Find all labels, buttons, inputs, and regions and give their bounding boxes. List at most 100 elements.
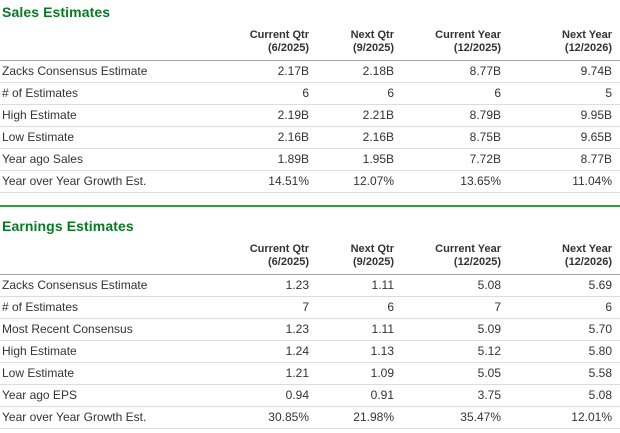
sales-estimates-table: Current Qtr (6/2025) Next Qtr (9/2025) C… bbox=[0, 29, 620, 193]
column-header-line1: Next Qtr bbox=[350, 29, 394, 41]
column-header-line2: (9/2025) bbox=[353, 256, 394, 268]
cell-value: 5 bbox=[509, 82, 620, 105]
column-header-line2: (6/2025) bbox=[268, 256, 309, 268]
cell-value: 1.23 bbox=[222, 274, 317, 297]
table-row: Year over Year Growth Est. 14.51% 12.07%… bbox=[0, 170, 620, 193]
row-label: Zacks Consensus Estimate bbox=[0, 274, 222, 297]
earnings-section-title: Earnings Estimates bbox=[2, 218, 134, 234]
column-header-next-qtr: Next Qtr (9/2025) bbox=[317, 29, 402, 61]
cell-value: 0.91 bbox=[317, 384, 402, 407]
table-row: Most Recent Consensus 1.23 1.11 5.09 5.7… bbox=[0, 318, 620, 341]
cell-value: 1.13 bbox=[317, 340, 402, 363]
cell-value: 30.85% bbox=[222, 406, 317, 429]
cell-value: 5.12 bbox=[402, 340, 509, 363]
cell-value: 1.09 bbox=[317, 362, 402, 385]
earnings-estimates-table: Current Qtr (6/2025) Next Qtr (9/2025) C… bbox=[0, 243, 620, 429]
sales-estimates-section: Sales Estimates Current Qtr (6/2025) Nex… bbox=[0, 4, 620, 193]
table-row: Zacks Consensus Estimate 2.17B 2.18B 8.7… bbox=[0, 60, 620, 83]
row-label: # of Estimates bbox=[0, 82, 222, 105]
column-header-line2: (9/2025) bbox=[353, 42, 394, 54]
cell-value: 12.01% bbox=[509, 406, 620, 429]
cell-value: 9.74B bbox=[509, 60, 620, 83]
column-header-line2: (12/2026) bbox=[564, 42, 612, 54]
table-row: # of Estimates 7 6 7 6 bbox=[0, 296, 620, 319]
cell-value: 0.94 bbox=[222, 384, 317, 407]
cell-value: 2.16B bbox=[317, 126, 402, 149]
column-header-line1: Current Qtr bbox=[249, 29, 309, 41]
empty-header-cell bbox=[0, 243, 222, 275]
row-label: Year over Year Growth Est. bbox=[0, 170, 222, 193]
table-row: Zacks Consensus Estimate 1.23 1.11 5.08 … bbox=[0, 274, 620, 297]
column-header-line2: (6/2025) bbox=[268, 42, 309, 54]
sales-section-title: Sales Estimates bbox=[2, 4, 111, 20]
cell-value: 6 bbox=[317, 82, 402, 105]
cell-value: 8.75B bbox=[402, 126, 509, 149]
cell-value: 2.19B bbox=[222, 104, 317, 127]
column-header-line1: Next Qtr bbox=[350, 243, 394, 255]
row-label: Year over Year Growth Est. bbox=[0, 406, 222, 429]
column-header-next-year: Next Year (12/2026) bbox=[509, 29, 620, 61]
row-label: Low Estimate bbox=[0, 126, 222, 149]
cell-value: 7 bbox=[402, 296, 509, 319]
column-header-line2: (12/2026) bbox=[564, 256, 612, 268]
column-header-line2: (12/2025) bbox=[453, 42, 501, 54]
column-header-line1: Next Year bbox=[562, 29, 612, 41]
sales-header-row: Current Qtr (6/2025) Next Qtr (9/2025) C… bbox=[0, 29, 620, 61]
cell-value: 6 bbox=[509, 296, 620, 319]
cell-value: 7.72B bbox=[402, 148, 509, 171]
row-label: High Estimate bbox=[0, 104, 222, 127]
column-header-current-qtr: Current Qtr (6/2025) bbox=[222, 243, 317, 275]
row-label: Low Estimate bbox=[0, 362, 222, 385]
table-row: Year ago EPS 0.94 0.91 3.75 5.08 bbox=[0, 384, 620, 407]
cell-value: 5.05 bbox=[402, 362, 509, 385]
cell-value: 9.65B bbox=[509, 126, 620, 149]
cell-value: 5.80 bbox=[509, 340, 620, 363]
cell-value: 12.07% bbox=[317, 170, 402, 193]
cell-value: 8.79B bbox=[402, 104, 509, 127]
cell-value: 7 bbox=[222, 296, 317, 319]
column-header-line2: (12/2025) bbox=[453, 256, 501, 268]
cell-value: 1.24 bbox=[222, 340, 317, 363]
row-label: # of Estimates bbox=[0, 296, 222, 319]
column-header-line1: Current Qtr bbox=[249, 243, 309, 255]
cell-value: 5.69 bbox=[509, 274, 620, 297]
cell-value: 14.51% bbox=[222, 170, 317, 193]
earnings-header-row: Current Qtr (6/2025) Next Qtr (9/2025) C… bbox=[0, 243, 620, 275]
table-row: Low Estimate 1.21 1.09 5.05 5.58 bbox=[0, 362, 620, 385]
table-row: Low Estimate 2.16B 2.16B 8.75B 9.65B bbox=[0, 126, 620, 149]
cell-value: 6 bbox=[222, 82, 317, 105]
cell-value: 1.21 bbox=[222, 362, 317, 385]
cell-value: 5.70 bbox=[509, 318, 620, 341]
cell-value: 6 bbox=[317, 296, 402, 319]
empty-header-cell bbox=[0, 29, 222, 61]
cell-value: 9.95B bbox=[509, 104, 620, 127]
row-label: High Estimate bbox=[0, 340, 222, 363]
table-row: High Estimate 1.24 1.13 5.12 5.80 bbox=[0, 340, 620, 363]
cell-value: 3.75 bbox=[402, 384, 509, 407]
row-label: Most Recent Consensus bbox=[0, 318, 222, 341]
table-row: High Estimate 2.19B 2.21B 8.79B 9.95B bbox=[0, 104, 620, 127]
section-divider bbox=[0, 205, 620, 207]
row-label: Year ago EPS bbox=[0, 384, 222, 407]
column-header-current-year: Current Year (12/2025) bbox=[402, 29, 509, 61]
cell-value: 1.23 bbox=[222, 318, 317, 341]
table-row: Year ago Sales 1.89B 1.95B 7.72B 8.77B bbox=[0, 148, 620, 171]
cell-value: 21.98% bbox=[317, 406, 402, 429]
row-label: Year ago Sales bbox=[0, 148, 222, 171]
cell-value: 6 bbox=[402, 82, 509, 105]
cell-value: 2.17B bbox=[222, 60, 317, 83]
cell-value: 5.09 bbox=[402, 318, 509, 341]
cell-value: 13.65% bbox=[402, 170, 509, 193]
column-header-next-year: Next Year (12/2026) bbox=[509, 243, 620, 275]
cell-value: 35.47% bbox=[402, 406, 509, 429]
table-row: # of Estimates 6 6 6 5 bbox=[0, 82, 620, 105]
cell-value: 1.89B bbox=[222, 148, 317, 171]
column-header-line1: Current Year bbox=[435, 29, 501, 41]
cell-value: 1.11 bbox=[317, 274, 402, 297]
column-header-current-year: Current Year (12/2025) bbox=[402, 243, 509, 275]
column-header-current-qtr: Current Qtr (6/2025) bbox=[222, 29, 317, 61]
column-header-line1: Current Year bbox=[435, 243, 501, 255]
cell-value: 5.58 bbox=[509, 362, 620, 385]
column-header-line1: Next Year bbox=[562, 243, 612, 255]
